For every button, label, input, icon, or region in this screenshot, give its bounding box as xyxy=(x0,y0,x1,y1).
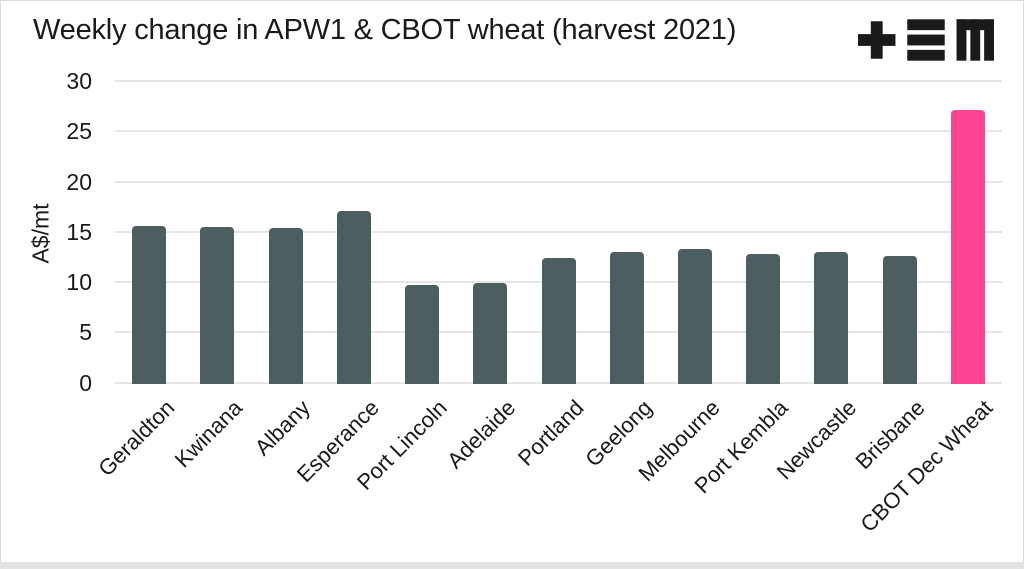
y-tick-label: 0 xyxy=(79,369,92,396)
y-tick-label: 30 xyxy=(66,68,92,94)
bar-port-lincoln xyxy=(405,285,440,384)
bar-brisbane xyxy=(882,255,917,384)
bar-geelong xyxy=(609,251,644,384)
bar-cbot-dec-wheat xyxy=(950,110,985,384)
y-tick-label: 5 xyxy=(79,319,92,346)
bar-port-kembla xyxy=(746,253,781,384)
x-tick-label: Albany xyxy=(250,395,316,461)
x-tick-label: Kwinana xyxy=(169,395,248,473)
bar-melbourne xyxy=(677,248,712,384)
x-tick-label: Portland xyxy=(512,395,589,471)
x-tick-label: Geraldton xyxy=(92,395,179,482)
gridline-y-20 xyxy=(115,180,1002,183)
bar-newcastle xyxy=(814,251,849,384)
y-tick-label: 25 xyxy=(66,118,92,145)
y-tick-label: 20 xyxy=(66,168,92,195)
tem-logo xyxy=(858,19,994,61)
bar-kwinana xyxy=(200,226,235,384)
y-tick-label: 10 xyxy=(66,269,92,296)
gridline-y-15 xyxy=(115,230,1002,233)
x-tick-label: Adelaide xyxy=(441,395,520,474)
bar-esperance xyxy=(336,210,371,384)
footer-strip xyxy=(0,562,1024,569)
bar-adelaide xyxy=(473,283,508,384)
y-tick-label: 15 xyxy=(66,218,92,245)
bar-portland xyxy=(541,257,576,384)
bar-albany xyxy=(268,227,303,384)
bar-geraldton xyxy=(132,225,167,384)
gridline-y-25 xyxy=(115,130,1002,133)
chart-title: Weekly change in APW1 & CBOT wheat (harv… xyxy=(33,14,737,46)
gridline-y-30 xyxy=(115,80,1002,82)
